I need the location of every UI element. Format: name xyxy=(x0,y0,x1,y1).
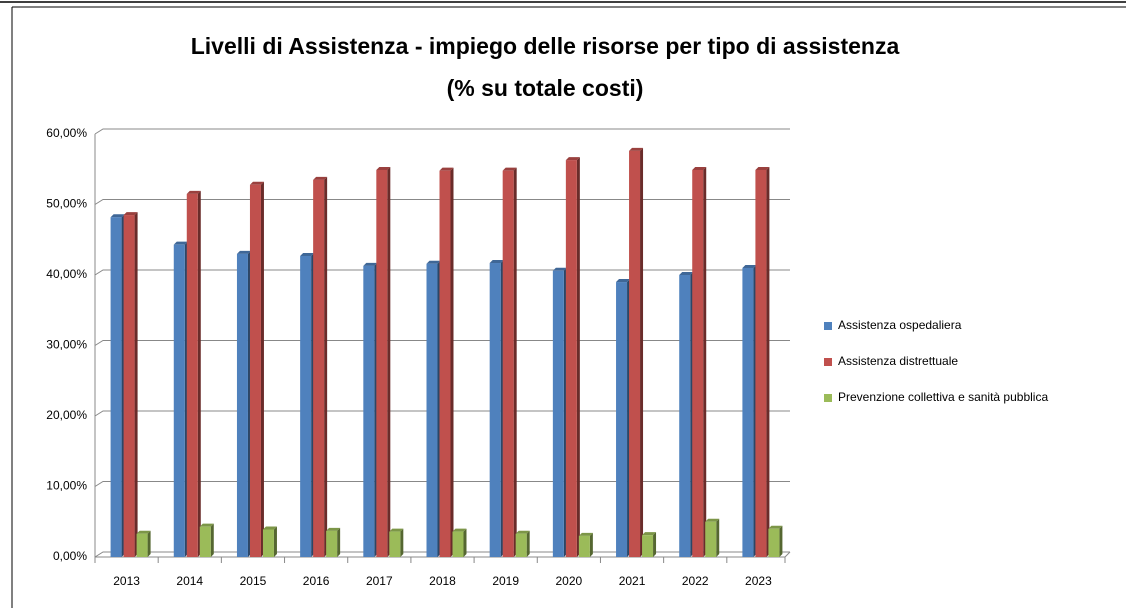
bar xyxy=(705,518,720,557)
chart-title: Livelli di Assistenza - impiego delle ri… xyxy=(191,33,900,59)
legend-swatch xyxy=(824,322,832,330)
bar xyxy=(199,523,214,557)
x-tick-label: 2018 xyxy=(429,574,456,588)
x-tick-label: 2016 xyxy=(303,574,330,588)
chart-subtitle: (% su totale costi) xyxy=(447,75,644,101)
x-tick-label: 2022 xyxy=(682,574,709,588)
bar xyxy=(452,528,467,557)
bar xyxy=(236,250,251,557)
y-tick-label: 10,00% xyxy=(46,479,87,493)
bar xyxy=(679,272,694,557)
x-tick-label: 2020 xyxy=(556,574,583,588)
bar xyxy=(439,167,454,557)
y-tick-label: 50,00% xyxy=(46,197,87,211)
bar xyxy=(742,264,757,557)
grid-line xyxy=(94,128,790,135)
y-tick-label: 30,00% xyxy=(46,338,87,352)
bar xyxy=(552,267,567,557)
bar xyxy=(249,181,264,557)
bar xyxy=(313,176,328,557)
legend-label: Assistenza distrettuale xyxy=(838,354,958,368)
legend-label: Prevenzione collettiva e sanità pubblica xyxy=(838,390,1048,404)
bar xyxy=(110,214,125,557)
legend-swatch xyxy=(824,358,832,366)
bar xyxy=(502,167,517,557)
bar xyxy=(262,526,277,557)
legend-label: Assistenza ospedaliera xyxy=(838,318,962,332)
x-tick-label: 2021 xyxy=(619,574,646,588)
bar xyxy=(376,166,391,557)
x-tick-label: 2019 xyxy=(492,574,519,588)
bar xyxy=(755,166,770,557)
bar xyxy=(186,190,201,558)
x-tick-label: 2023 xyxy=(745,574,772,588)
bar xyxy=(326,527,341,557)
bar xyxy=(136,530,151,557)
y-tick-label: 40,00% xyxy=(46,267,87,281)
bar xyxy=(426,260,441,557)
bar xyxy=(692,166,707,557)
x-tick-label: 2014 xyxy=(176,574,203,588)
bar xyxy=(642,532,657,557)
x-axis-depth xyxy=(784,551,791,558)
bar xyxy=(363,262,378,557)
bar xyxy=(515,530,530,557)
y-tick-label: 0,00% xyxy=(53,549,87,563)
bar xyxy=(123,212,138,557)
bar xyxy=(578,532,593,557)
bar xyxy=(389,528,404,557)
y-tick-label: 20,00% xyxy=(46,408,87,422)
x-tick-label: 2013 xyxy=(113,574,140,588)
bar xyxy=(489,260,504,557)
bar xyxy=(565,157,580,557)
legend-swatch xyxy=(824,394,832,402)
x-tick-label: 2017 xyxy=(366,574,393,588)
grid-line xyxy=(94,199,790,205)
y-tick-label: 60,00% xyxy=(46,126,87,140)
bar xyxy=(768,525,783,557)
bar xyxy=(616,279,631,557)
bar xyxy=(300,252,315,557)
bar xyxy=(629,147,644,558)
x-tick-label: 2015 xyxy=(240,574,267,588)
bar xyxy=(173,241,188,557)
